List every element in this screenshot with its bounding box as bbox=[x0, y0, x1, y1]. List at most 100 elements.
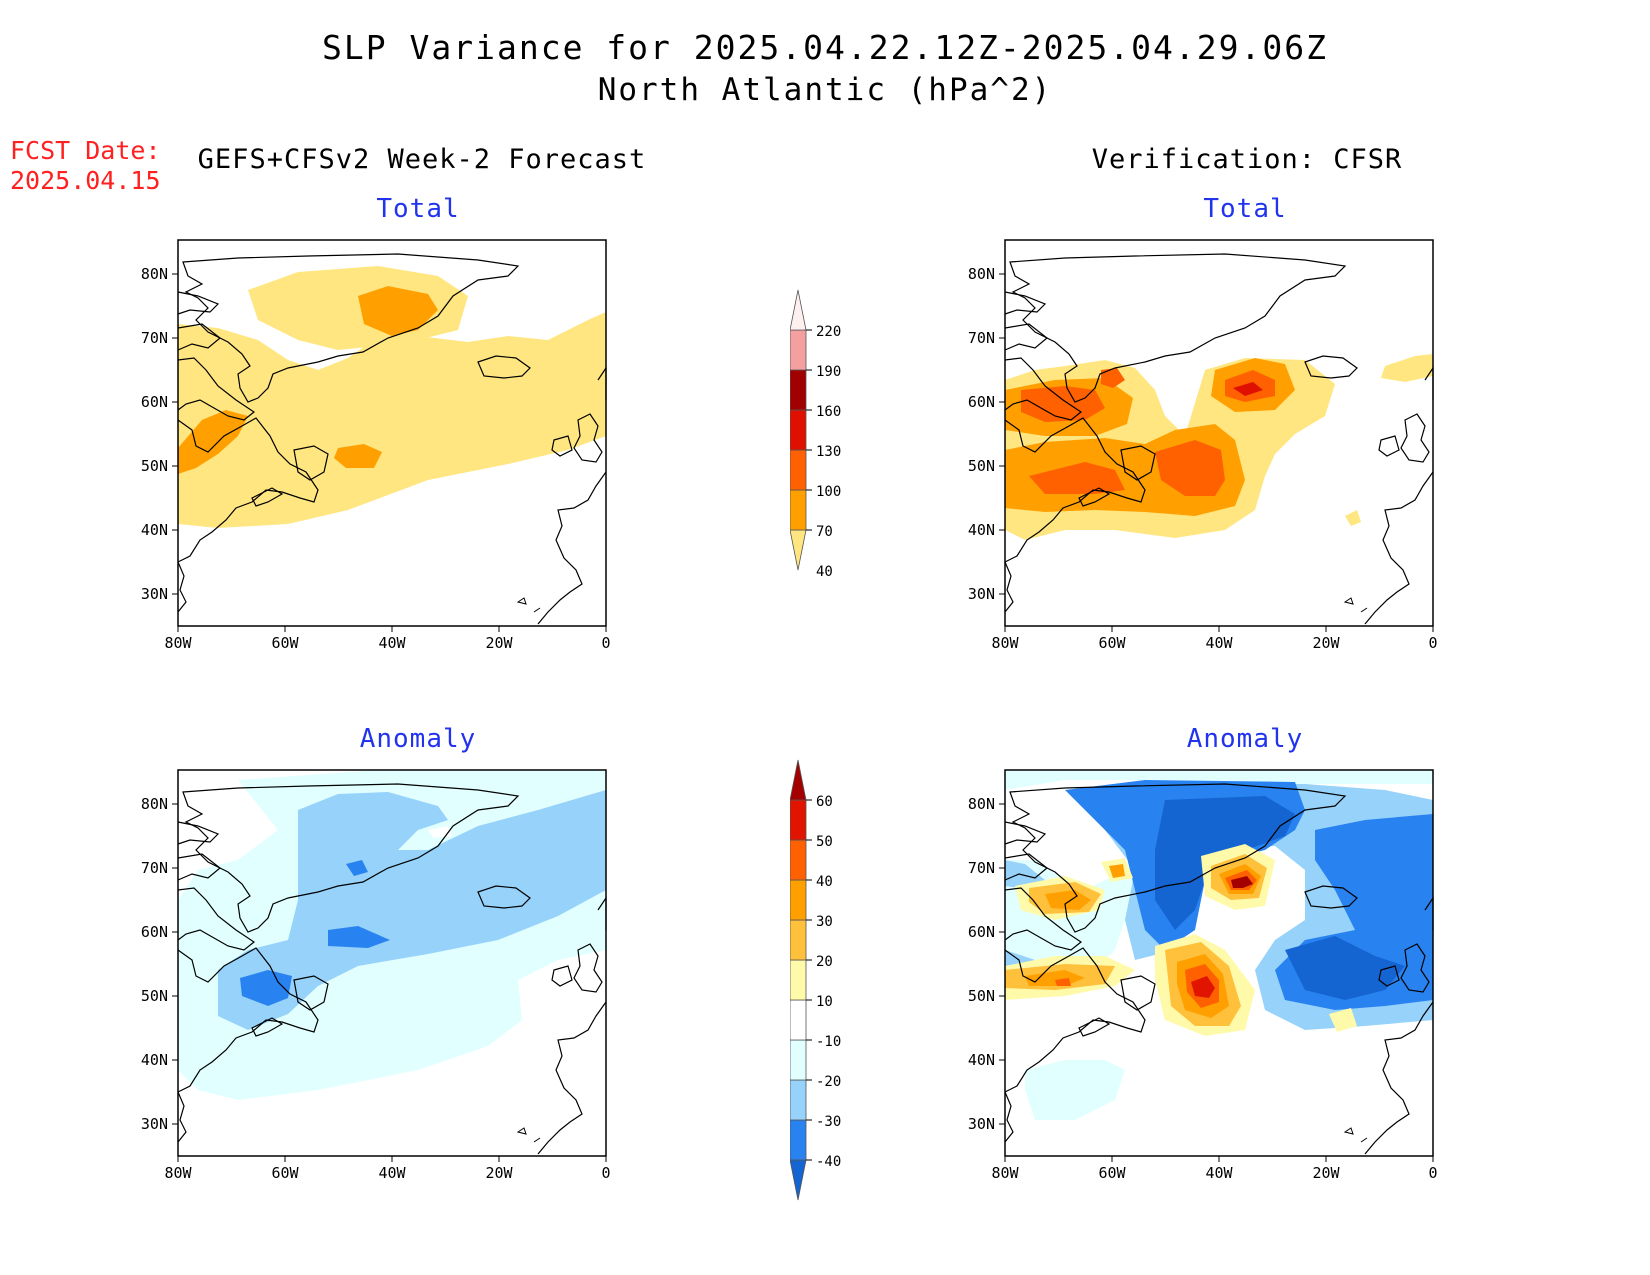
colorbar-anomaly: -40 -30 -20 -10 10 20 30 40 50 60 bbox=[790, 759, 841, 1201]
colorbar-anomaly-label: 50 bbox=[816, 834, 833, 850]
colorbar-anomaly-label: 20 bbox=[816, 954, 833, 970]
colorbar-total-label: 70 bbox=[816, 524, 833, 540]
colorbar-anomaly-label: -40 bbox=[816, 1154, 841, 1170]
colorbar-anomaly-box bbox=[790, 759, 807, 801]
panel-title-verification-total: Total bbox=[1203, 194, 1287, 224]
left-column-header: GEFS+CFSv2 Week-2 Forecast bbox=[197, 144, 647, 175]
map-verification-anomaly: 80N 70N 60N 50N 40N 30N 80W 60W 40W 20W … bbox=[968, 769, 1438, 1182]
colorbar-anomaly-label: 40 bbox=[816, 874, 833, 890]
lat-label: 40N bbox=[141, 1051, 168, 1069]
contour-above-60-east bbox=[1231, 876, 1253, 888]
right-column-header: Verification: CFSR bbox=[1091, 144, 1403, 175]
contour-100-130-west bbox=[1021, 386, 1105, 422]
lon-axis: 80W 60W 40W 20W 0 bbox=[164, 1156, 611, 1182]
contour-70-100-mid bbox=[334, 444, 382, 468]
colorbar-anomaly-box bbox=[790, 1039, 807, 1081]
colorbar-anomaly-label: -30 bbox=[816, 1114, 841, 1130]
figure-title: SLP Variance for 2025.04.22.12Z-2025.04.… bbox=[322, 28, 1328, 67]
lon-label: 60W bbox=[271, 634, 299, 652]
lat-label: 60N bbox=[968, 923, 995, 941]
contour-minus10-minus20-south bbox=[1025, 1060, 1125, 1120]
colorbar-total-label: 220 bbox=[816, 324, 841, 340]
contour-minus30-minus40-west bbox=[240, 970, 292, 1006]
lat-label: 30N bbox=[968, 585, 995, 603]
colorbar-total-label: 130 bbox=[816, 444, 841, 460]
contour-100-130-south bbox=[1029, 462, 1125, 494]
contour-130-160 bbox=[1233, 382, 1263, 396]
lat-label: 40N bbox=[968, 521, 995, 539]
colorbar-anomaly-box bbox=[790, 799, 807, 841]
colorbar-anomaly-box bbox=[790, 1079, 807, 1121]
lat-axis: 80N 70N 60N 50N 40N 30N bbox=[141, 265, 178, 603]
colorbar-total-label: 40 bbox=[816, 564, 833, 580]
map-verification-total: 80N 70N 60N 50N 40N 30N 80W 60W 40W 20W … bbox=[968, 239, 1438, 652]
colorbar-total-box bbox=[790, 449, 807, 491]
colorbar-total-labels: 40 70 100 130 160 190 220 bbox=[816, 324, 841, 580]
contour-50-60-central bbox=[1191, 976, 1215, 998]
lat-label: 70N bbox=[141, 859, 168, 877]
colorbar-anomaly-boxes bbox=[790, 759, 812, 1201]
colorbar-total-box bbox=[790, 329, 807, 371]
contour-70-100-west bbox=[178, 410, 248, 474]
lon-label: 80W bbox=[991, 634, 1019, 652]
colorbar-anomaly-label: 60 bbox=[816, 794, 833, 810]
lon-label: 20W bbox=[485, 634, 513, 652]
forecast-date-block: FCST Date: 2025.04.15 bbox=[10, 136, 161, 196]
lon-label: 40W bbox=[1205, 634, 1233, 652]
colorbar-total: 40 70 100 130 160 190 220 bbox=[790, 289, 841, 580]
lon-label: 0 bbox=[1428, 634, 1437, 652]
colorbar-anomaly-box bbox=[790, 879, 807, 921]
map-forecast-total: 80N 70N 60N 50N 40N 30N 80W 60W 40W 20W … bbox=[141, 239, 611, 652]
colorbar-total-box bbox=[790, 289, 807, 331]
lat-axis: 80N 70N 60N 50N 40N 30N bbox=[968, 265, 1005, 603]
contour-40-70-east bbox=[1381, 354, 1433, 382]
contour-below-minus40-east bbox=[1285, 936, 1405, 1000]
colorbar-total-box bbox=[790, 409, 807, 451]
lat-label: 70N bbox=[968, 329, 995, 347]
colorbar-anomaly-box bbox=[790, 839, 807, 881]
lat-label: 70N bbox=[968, 859, 995, 877]
colorbar-total-box bbox=[790, 529, 807, 571]
lon-label: 60W bbox=[1098, 634, 1126, 652]
colorbar-total-label: 160 bbox=[816, 404, 841, 420]
figure-subtitle: North Atlantic (hPa^2) bbox=[597, 72, 1053, 108]
lat-label: 80N bbox=[141, 265, 168, 283]
contour-100-130-central bbox=[1155, 440, 1225, 496]
lat-label: 50N bbox=[141, 987, 168, 1005]
lon-axis: 80W 60W 40W 20W 0 bbox=[164, 626, 611, 652]
forecast-date-value: 2025.04.15 bbox=[10, 166, 161, 195]
colorbar-anomaly-box bbox=[790, 999, 807, 1041]
lat-label: 80N bbox=[141, 795, 168, 813]
lat-label: 50N bbox=[968, 987, 995, 1005]
contour-30-40-small bbox=[1109, 864, 1125, 878]
lon-label: 80W bbox=[164, 1164, 192, 1182]
lat-label: 60N bbox=[141, 923, 168, 941]
map-forecast-anomaly: 80N 70N 60N 50N 40N 30N 80W 60W 40W 20W … bbox=[141, 769, 611, 1182]
forecast-date-label: FCST Date: bbox=[10, 136, 161, 165]
lat-label: 50N bbox=[141, 457, 168, 475]
contour-70-100 bbox=[358, 286, 438, 336]
lat-axis: 80N 70N 60N 50N 40N 30N bbox=[968, 795, 1005, 1133]
contour-minus20-minus30 bbox=[218, 790, 606, 1030]
lat-label: 60N bbox=[141, 393, 168, 411]
colorbar-anomaly-label: 10 bbox=[816, 994, 833, 1010]
lat-label: 50N bbox=[968, 457, 995, 475]
lon-label: 0 bbox=[1428, 1164, 1437, 1182]
lon-label: 40W bbox=[1205, 1164, 1233, 1182]
lat-label: 80N bbox=[968, 265, 995, 283]
contour-40-70 bbox=[178, 312, 606, 528]
lon-axis: 80W 60W 40W 20W 0 bbox=[991, 1156, 1438, 1182]
colorbar-anomaly-box bbox=[790, 1159, 807, 1201]
colorbar-total-box bbox=[790, 489, 807, 531]
colorbar-total-box bbox=[790, 369, 807, 411]
colorbar-total-label: 100 bbox=[816, 484, 841, 500]
panel-title-forecast-total: Total bbox=[376, 194, 460, 224]
contour-minus10-minus20-top bbox=[1005, 770, 1433, 790]
lat-label: 40N bbox=[968, 1051, 995, 1069]
lon-label: 80W bbox=[164, 634, 192, 652]
panel-title-verification-anomaly: Anomaly bbox=[1186, 724, 1304, 754]
contour-minus30-minus40-small bbox=[346, 860, 368, 876]
colorbar-anomaly-labels: -40 -30 -20 -10 10 20 30 40 50 60 bbox=[816, 794, 841, 1170]
lon-label: 0 bbox=[601, 634, 610, 652]
lat-label: 70N bbox=[141, 329, 168, 347]
